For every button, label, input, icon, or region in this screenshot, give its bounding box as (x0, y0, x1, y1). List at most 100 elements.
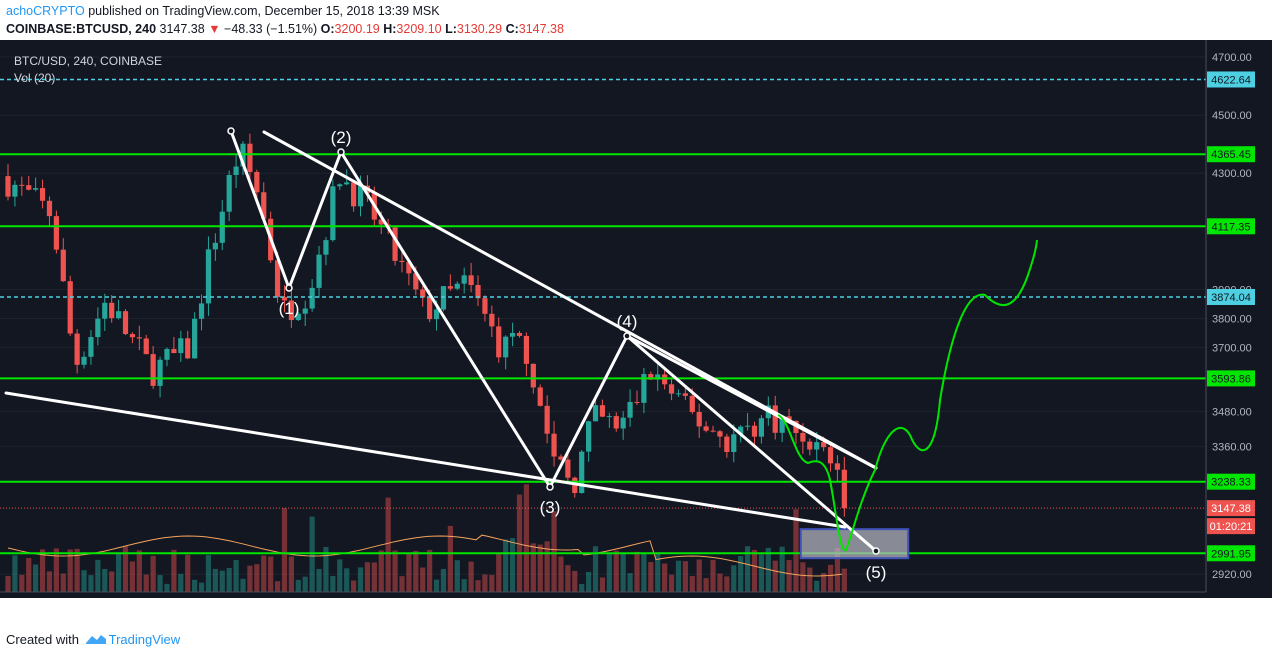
candle-body (74, 333, 80, 365)
volume-bar (337, 559, 343, 592)
volume-bar (95, 559, 101, 592)
candle-body (102, 302, 108, 319)
time-axis: 2628Dec35710121417192124 (0, 591, 1206, 593)
volume-bar (33, 564, 39, 592)
candle-body (205, 249, 212, 304)
candle-body (171, 348, 177, 354)
candle-body (551, 433, 557, 457)
candle-body (475, 285, 481, 299)
pattern-line (4, 391, 847, 529)
candle-body (744, 425, 751, 427)
candles (5, 133, 847, 517)
price-level-tag (1207, 370, 1255, 387)
volume-bar (357, 567, 364, 592)
volume-bar (599, 577, 606, 592)
volume-bar (648, 562, 654, 592)
candle-body (88, 337, 94, 357)
volume-bar (620, 552, 626, 592)
candle-body (233, 166, 239, 175)
candle-body (281, 297, 288, 301)
candle-body (523, 335, 529, 364)
volume-bar (758, 554, 765, 592)
candle-body (489, 313, 495, 327)
volume-bar (261, 555, 267, 592)
volume-bar (689, 576, 695, 592)
volume-bar (129, 561, 136, 592)
footer: Created with TradingView (6, 632, 180, 647)
pattern-line (229, 129, 291, 290)
volume-bar (821, 572, 827, 592)
candle-body (689, 395, 695, 413)
price-level-tag (1207, 545, 1255, 562)
volume-bar (178, 573, 184, 592)
pattern-line (548, 334, 629, 489)
candle-body (67, 281, 73, 334)
candle-body (814, 442, 820, 450)
volume-bar (53, 548, 59, 592)
chart[interactable]: (1)(2)(3)(4)(5) 4700.004500.004300.00390… (0, 40, 1272, 598)
volume-bar (281, 508, 288, 592)
candle-body (351, 182, 357, 207)
pattern-anchor-dot (337, 148, 345, 156)
author-link[interactable]: achoCRYPTO (6, 4, 85, 18)
volume-bar (489, 574, 495, 592)
volume-bar (392, 550, 398, 592)
candle-body (337, 184, 343, 187)
candle-body (731, 434, 737, 453)
open-value: 3200.19 (334, 22, 380, 36)
candle-body (399, 260, 405, 263)
volume-bar (109, 571, 115, 592)
volume-bar (233, 559, 239, 592)
wave-label: (5) (866, 563, 887, 582)
candle-body (19, 184, 25, 186)
volume-bar (807, 567, 813, 592)
candle-body (129, 334, 136, 338)
price-tick-label: 4300.00 (1212, 168, 1252, 180)
candle-body (39, 188, 46, 201)
high-label: H: (383, 22, 397, 36)
pattern-anchor-dot (227, 127, 235, 135)
volume-bar (330, 576, 336, 592)
volume-bar (440, 568, 447, 592)
candle-body (433, 309, 440, 320)
candle-body (482, 298, 488, 314)
price-level-tag (1207, 71, 1255, 88)
candle-body (143, 338, 149, 355)
price-level-label: 3593.86 (1211, 373, 1251, 385)
candle-body (46, 200, 53, 217)
volume-bar (288, 556, 294, 592)
low-label: L: (445, 22, 457, 36)
volume-bar (399, 576, 405, 592)
candle-body (122, 311, 129, 335)
volume-bar (537, 544, 543, 592)
volume-bar (475, 580, 481, 592)
countdown-label: 01:20:21 (1210, 521, 1253, 533)
candle-body (537, 387, 543, 406)
volume-bar (247, 565, 253, 592)
pattern-line (625, 334, 878, 470)
volume-bar (592, 546, 599, 592)
volume-bar (586, 571, 592, 592)
volume-bar (814, 580, 820, 592)
volume-bar (641, 552, 647, 592)
pattern-line (625, 334, 878, 553)
candle-body (779, 416, 785, 433)
volume-bar (406, 553, 412, 592)
candle-body (302, 308, 308, 314)
candle-body (800, 432, 806, 442)
volume-bar (613, 550, 619, 592)
volume-bar (39, 549, 46, 592)
volume-bar (295, 579, 301, 592)
volume-bar (115, 552, 122, 592)
candle-body (357, 185, 364, 207)
volume-bar (364, 562, 371, 592)
candle-body (427, 297, 433, 320)
volume-bar (12, 555, 18, 592)
volume-bar (226, 567, 232, 592)
volume-bar (371, 562, 377, 592)
candle-body (751, 425, 758, 437)
candle-body (157, 359, 163, 386)
volume-bar (67, 549, 73, 592)
tradingview-brand[interactable]: TradingView (108, 632, 181, 647)
price-level-label: 3238.33 (1211, 477, 1251, 489)
